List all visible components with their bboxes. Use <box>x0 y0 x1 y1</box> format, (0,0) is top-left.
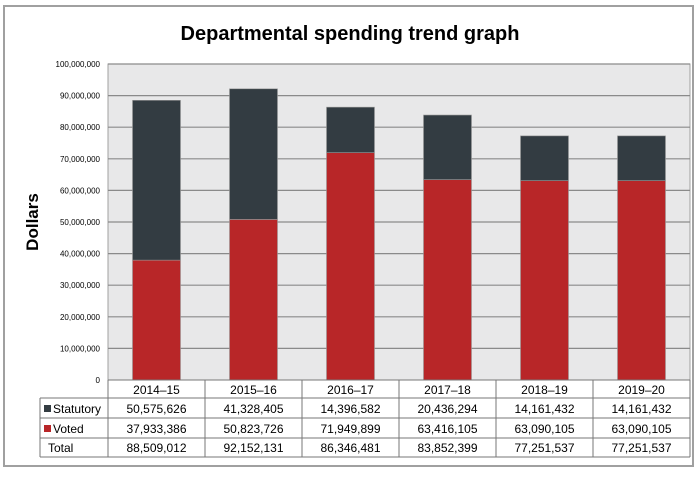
x-tick-label: 2014–15 <box>133 383 180 397</box>
total-value: 88,509,012 <box>126 441 186 455</box>
bar-statutory <box>520 135 569 181</box>
data-label: 50,575,626 <box>126 402 186 416</box>
data-label: 14,161,432 <box>611 402 671 416</box>
bar-voted <box>229 219 278 381</box>
y-tick-label: 40,000,000 <box>60 250 101 259</box>
total-value: 77,251,537 <box>514 441 574 455</box>
y-tick-label: 80,000,000 <box>60 123 101 132</box>
data-label: 20,436,294 <box>417 402 477 416</box>
data-label: 71,949,899 <box>320 422 380 436</box>
data-label: 41,328,405 <box>223 402 283 416</box>
total-label: Total <box>48 441 73 455</box>
bar-statutory <box>617 135 666 181</box>
y-axis-label: Dollars <box>23 193 42 251</box>
data-label: 50,823,726 <box>223 422 283 436</box>
total-value: 92,152,131 <box>223 441 283 455</box>
data-label: 14,396,582 <box>320 402 380 416</box>
legend-label: Voted <box>53 422 84 436</box>
y-tick-label: 100,000,000 <box>56 60 101 69</box>
x-tick-label: 2017–18 <box>424 383 471 397</box>
y-tick-label: 60,000,000 <box>60 186 101 195</box>
y-tick-label: 20,000,000 <box>60 313 101 322</box>
data-label: 63,090,105 <box>611 422 671 436</box>
bar-statutory <box>423 114 472 180</box>
y-tick-label: 0 <box>96 376 101 385</box>
x-tick-label: 2016–17 <box>327 383 374 397</box>
y-tick-label: 90,000,000 <box>60 92 101 101</box>
y-tick-label: 70,000,000 <box>60 155 101 164</box>
x-tick-label: 2015–16 <box>230 383 277 397</box>
data-label: 63,090,105 <box>514 422 574 436</box>
legend-label: Statutory <box>53 402 101 416</box>
data-label: 37,933,386 <box>126 422 186 436</box>
total-value: 83,852,399 <box>417 441 477 455</box>
total-value: 86,346,481 <box>320 441 380 455</box>
bar-voted <box>423 179 472 381</box>
x-tick-label: 2018–19 <box>521 383 568 397</box>
x-tick-label: 2019–20 <box>618 383 665 397</box>
bar-voted <box>617 180 666 381</box>
data-label: 63,416,105 <box>417 422 477 436</box>
total-value: 77,251,537 <box>611 441 671 455</box>
bar-voted <box>326 152 375 381</box>
chart-title: Departmental spending trend graph <box>181 23 520 45</box>
legend-swatch-voted <box>44 425 51 432</box>
bar-voted <box>520 180 569 381</box>
y-tick-label: 30,000,000 <box>60 281 101 290</box>
y-tick-label: 10,000,000 <box>60 344 101 353</box>
bar-statutory <box>229 88 278 220</box>
bar-statutory <box>326 106 375 153</box>
y-tick-label: 50,000,000 <box>60 218 101 227</box>
bar-voted <box>132 259 181 381</box>
bar-statutory <box>132 100 181 261</box>
legend-swatch-statutory <box>44 405 51 412</box>
data-label: 14,161,432 <box>514 402 574 416</box>
